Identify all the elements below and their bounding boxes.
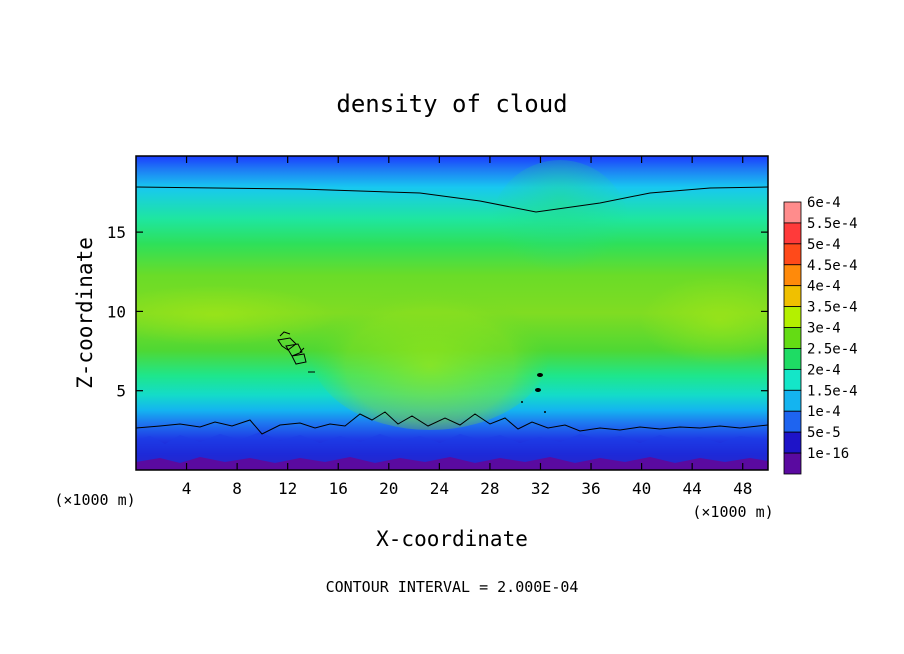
lower-contour xyxy=(136,411,768,435)
colorbar-swatch xyxy=(783,285,802,308)
x-tick-label: 36 xyxy=(581,479,600,498)
colorbar-label: 3.5e-4 xyxy=(807,300,858,316)
y-axis-label: Z-coordinate xyxy=(73,237,97,389)
x-tick-label: 4 xyxy=(182,479,192,498)
colorbar-label: 6e-4 xyxy=(807,195,841,211)
x-tick-label: 40 xyxy=(632,479,651,498)
colorbar-label: 4e-4 xyxy=(807,279,841,295)
colorbar-swatch xyxy=(783,222,802,245)
y-tick-label: 15 xyxy=(107,223,126,242)
x-tick-label: 48 xyxy=(733,479,752,498)
colorbar-swatch xyxy=(783,410,802,433)
contour-lines xyxy=(136,186,768,435)
x-axis-label: X-coordinate xyxy=(376,527,528,551)
plot-frame xyxy=(135,155,769,471)
chart-title: density of cloud xyxy=(336,90,567,118)
contour-interval-note: CONTOUR INTERVAL = 2.000E-04 xyxy=(326,578,579,596)
colorbar-label: 2e-4 xyxy=(807,362,841,378)
x-axis-ticks: 4 8 12 16 20 24 28 32 36 40 44 48 xyxy=(182,156,752,498)
heatmap-field xyxy=(136,156,768,470)
central-valley xyxy=(490,160,630,300)
colorbar-label: 4.5e-4 xyxy=(807,258,858,274)
colorbar-swatch xyxy=(783,264,802,287)
y-axis-ticks: 5 10 15 xyxy=(107,223,768,401)
x-tick-label: 44 xyxy=(683,479,702,498)
colorbar-swatch xyxy=(783,368,802,391)
colorbar-label: 5e-5 xyxy=(807,425,841,441)
contour-cluster-left xyxy=(277,331,307,365)
colorbar-label: 2.5e-4 xyxy=(807,341,858,357)
colorbar-label: 1e-16 xyxy=(807,446,849,462)
colorbar-label: 1.5e-4 xyxy=(807,383,858,399)
x-tick-label: 28 xyxy=(480,479,499,498)
purple-base-band xyxy=(136,457,768,470)
colorbar-swatch xyxy=(783,306,802,328)
x-tick-label: 12 xyxy=(278,479,297,498)
contour-dots xyxy=(521,373,546,413)
central-dome xyxy=(310,270,550,430)
left-highlight xyxy=(136,285,335,345)
y-unit-label: (×1000 m) xyxy=(54,491,135,509)
colorbar-swatch xyxy=(783,201,802,224)
y-tick-label: 10 xyxy=(107,302,126,321)
colorbar-label: 5e-4 xyxy=(807,237,841,253)
x-tick-label: 32 xyxy=(531,479,550,498)
x-tick-label: 8 xyxy=(232,479,242,498)
x-unit-label: (×1000 m) xyxy=(692,503,773,521)
colorbar-label: 5.5e-4 xyxy=(807,216,858,232)
x-tick-label: 20 xyxy=(379,479,398,498)
colorbar-label: 3e-4 xyxy=(807,321,841,337)
colorbar-swatch xyxy=(783,389,802,412)
colorbar: 6e-4 5.5e-4 5e-4 4.5e-4 4e-4 3.5e-4 3e-4 2.5e-4… xyxy=(783,195,858,475)
colorbar-swatch xyxy=(783,431,802,454)
x-tick-label: 24 xyxy=(430,479,449,498)
colorbar-swatch xyxy=(783,327,802,349)
colorbar-label: 1e-4 xyxy=(807,404,841,420)
colorbar-swatch xyxy=(783,243,802,266)
colorbar-swatch xyxy=(783,348,802,370)
right-highlight xyxy=(640,275,768,365)
colorbar-swatch xyxy=(783,452,802,475)
x-tick-label: 16 xyxy=(329,479,348,498)
y-tick-label: 5 xyxy=(116,382,126,401)
upper-contour xyxy=(136,186,768,213)
